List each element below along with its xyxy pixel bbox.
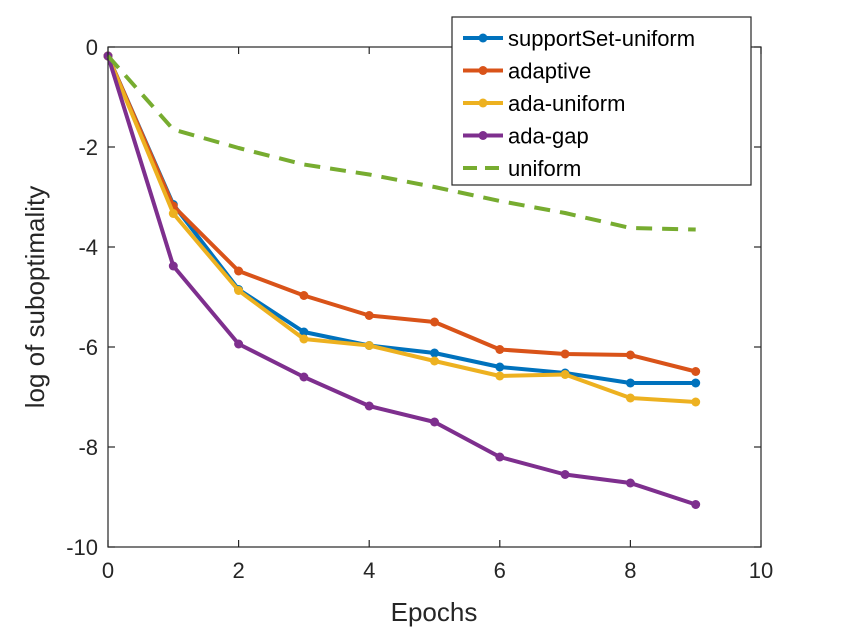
series-line-supportset-uniform xyxy=(106,55,696,385)
series-uniform xyxy=(106,54,696,232)
data-point-ada-gap xyxy=(560,470,570,479)
series-line-ada-uniform xyxy=(106,55,696,404)
x-tick-label: 6 xyxy=(494,558,506,583)
data-point-ada-uniform xyxy=(364,341,374,350)
data-point-ada-uniform xyxy=(299,334,309,344)
x-tick-label: 0 xyxy=(102,558,114,583)
data-point-adaptive xyxy=(234,266,244,276)
y-tick-label: -4 xyxy=(78,235,98,260)
series-ada-gap xyxy=(103,51,701,509)
data-point-ada-uniform xyxy=(234,286,244,295)
legend: supportSet-uniform adaptive ada-uniform ada… xyxy=(451,16,752,186)
legend-marker-ada-gap xyxy=(478,131,488,140)
data-point-ada-uniform xyxy=(495,371,505,381)
axes-box xyxy=(107,46,762,548)
data-point-ada-uniform xyxy=(560,370,570,379)
series-line-adaptive xyxy=(106,55,697,374)
data-point-ada-gap xyxy=(364,401,374,411)
data-point-supportset-uniform xyxy=(691,378,701,388)
y-tick-label: -2 xyxy=(78,135,98,160)
axes-layer xyxy=(107,46,762,548)
data-point-adaptive xyxy=(560,349,570,359)
legend-marker-adaptive xyxy=(478,66,488,75)
data-point-ada-uniform xyxy=(168,209,178,218)
data-point-supportset-uniform xyxy=(299,327,309,337)
data-point-adaptive xyxy=(625,350,635,360)
data-point-ada-gap xyxy=(168,261,178,271)
data-point-ada-gap xyxy=(691,500,701,509)
data-point-ada-uniform xyxy=(430,356,439,366)
legend-marker-supportset-uniform xyxy=(478,33,488,43)
series-line-uniform xyxy=(106,54,696,232)
data-point-adaptive xyxy=(299,291,309,300)
series-line-ada-gap xyxy=(106,55,697,507)
legend-label-supportset-uniform: supportSet-uniform xyxy=(508,26,695,51)
data-point-ada-gap xyxy=(234,339,244,349)
x-tick-label: 2 xyxy=(232,558,244,583)
data-point-adaptive xyxy=(430,317,439,327)
legend-label-adaptive: adaptive xyxy=(508,59,591,84)
data-point-ada-uniform xyxy=(691,397,701,407)
y-tick-label: -8 xyxy=(78,435,98,460)
data-point-adaptive xyxy=(364,311,374,320)
y-tick-label: 0 xyxy=(86,35,98,60)
x-tick-label: 10 xyxy=(749,558,773,583)
data-point-adaptive xyxy=(691,367,701,376)
x-tick-label: 4 xyxy=(363,558,375,583)
series-layer xyxy=(103,51,701,509)
x-axis-label: Epochs xyxy=(391,597,478,627)
data-point-ada-gap xyxy=(299,372,309,382)
legend-label-ada-gap: ada-gap xyxy=(508,124,589,149)
legend-label-ada-uniform: ada-uniform xyxy=(508,91,625,116)
legend-label-uniform: uniform xyxy=(508,156,581,181)
y-axis-label: log of suboptimality xyxy=(20,186,50,409)
x-tick-label: 8 xyxy=(624,558,636,583)
data-point-adaptive xyxy=(495,345,505,354)
ticks-layer: 0 2 4 6 8 10 0 -2 -4 -6 -8 -10 xyxy=(66,35,773,583)
data-point-ada-gap xyxy=(625,478,635,488)
data-point-ada-uniform xyxy=(625,393,635,403)
data-point-supportset-uniform xyxy=(495,362,505,372)
data-point-ada-gap xyxy=(430,417,439,427)
data-point-supportset-uniform xyxy=(430,348,439,358)
y-tick-label: -10 xyxy=(66,535,98,560)
legend-marker-ada-uniform xyxy=(478,98,488,108)
data-point-ada-gap xyxy=(495,452,505,462)
y-tick-label: -6 xyxy=(78,335,98,360)
data-point-supportset-uniform xyxy=(625,378,635,388)
